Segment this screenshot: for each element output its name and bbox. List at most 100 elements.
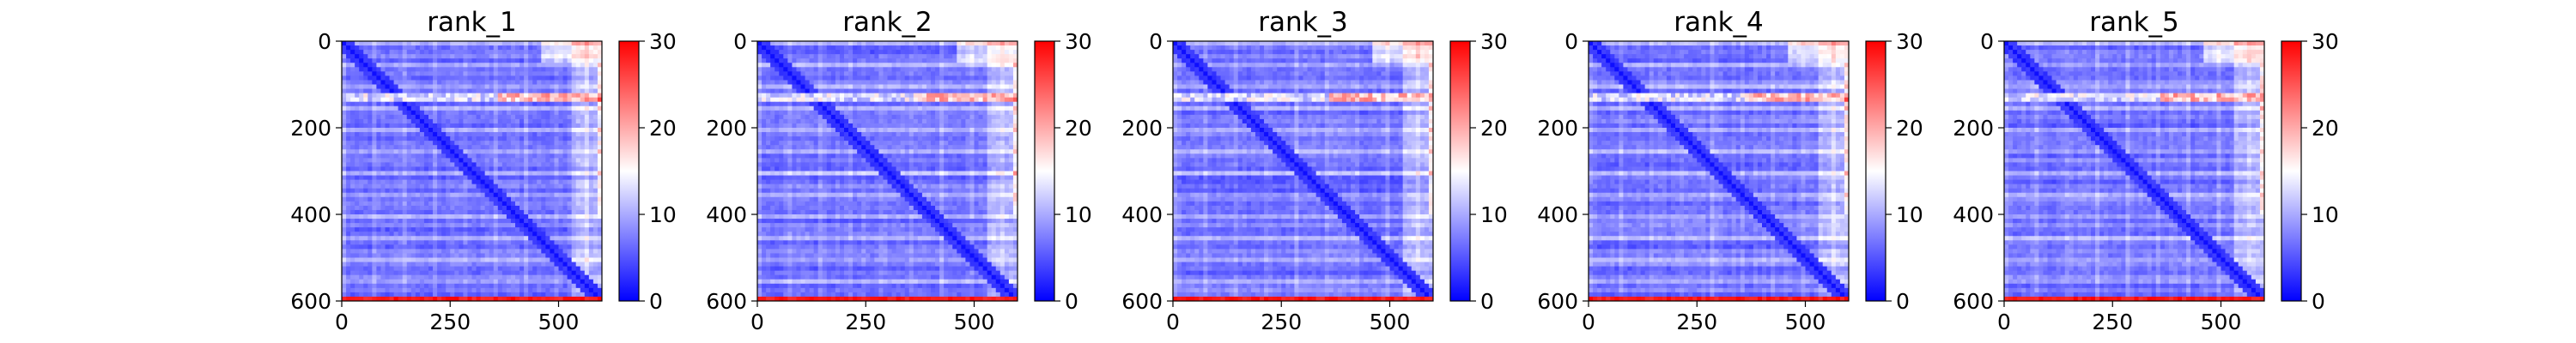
heatmap-cell	[402, 223, 408, 228]
heatmap-cell	[874, 50, 879, 55]
heatmap-cell	[406, 179, 412, 185]
heatmap-cell	[597, 205, 603, 211]
heatmap-cell	[900, 123, 906, 129]
heatmap-cell	[826, 67, 832, 72]
heatmap-cell	[978, 93, 983, 99]
heatmap-cell	[476, 184, 481, 190]
heatmap-cell	[506, 110, 512, 116]
heatmap-cell	[805, 80, 810, 85]
heatmap-cell	[532, 279, 538, 285]
heatmap-cell	[592, 201, 598, 207]
heatmap-cell	[506, 105, 512, 111]
heatmap-cell	[515, 132, 520, 137]
heatmap-cell	[350, 153, 355, 159]
heatmap-cell	[961, 128, 966, 133]
heatmap-cell	[562, 93, 568, 99]
heatmap-cell	[393, 158, 399, 163]
heatmap-cell	[350, 266, 355, 272]
heatmap-cell	[537, 41, 542, 46]
heatmap-cell	[762, 71, 767, 76]
heatmap-cell	[588, 266, 594, 272]
heatmap-cell	[921, 93, 927, 99]
heatmap-cell	[428, 179, 434, 185]
heatmap-cell	[908, 123, 914, 129]
heatmap-cell	[550, 209, 555, 215]
heatmap-cell	[389, 266, 394, 272]
heatmap-cell	[480, 145, 486, 150]
heatmap-cell	[471, 283, 477, 289]
heatmap-cell	[515, 93, 520, 99]
heatmap-cell	[480, 184, 486, 190]
heatmap-cell	[359, 75, 364, 81]
heatmap-cell	[346, 45, 351, 51]
heatmap-cell	[839, 80, 845, 85]
heatmap-cell	[588, 184, 594, 190]
heatmap-cell	[433, 257, 438, 262]
heatmap-cell	[580, 54, 586, 59]
heatmap-cell	[497, 236, 503, 241]
heatmap-cell	[428, 240, 434, 245]
heatmap-cell	[796, 63, 801, 68]
heatmap-cell	[437, 209, 442, 215]
heatmap-cell	[506, 50, 512, 55]
heatmap-cell	[350, 88, 355, 93]
heatmap-cell	[588, 67, 594, 72]
heatmap-cell	[861, 132, 866, 137]
heatmap-cell	[463, 141, 468, 146]
heatmap-cell	[796, 128, 801, 133]
heatmap-cell	[376, 67, 381, 72]
heatmap-cell	[355, 253, 360, 258]
heatmap-cell	[489, 45, 495, 51]
heatmap-cell	[537, 45, 542, 51]
heatmap-cell	[809, 58, 815, 63]
heatmap-cell	[1004, 71, 1010, 76]
heatmap-cell	[493, 141, 499, 146]
heatmap-cell	[437, 114, 442, 120]
heatmap-cell	[501, 270, 507, 276]
heatmap-cell	[1004, 105, 1010, 111]
heatmap-cell	[762, 58, 767, 63]
heatmap-cell	[939, 84, 945, 89]
heatmap-cell	[965, 54, 970, 59]
heatmap-cell	[406, 141, 412, 146]
heatmap-cell	[342, 118, 347, 124]
heatmap-cell	[419, 63, 425, 68]
heatmap-cell	[410, 192, 416, 198]
heatmap-cell	[537, 114, 542, 120]
heatmap-cell	[541, 149, 546, 154]
heatmap-cell	[376, 184, 381, 190]
heatmap-cell	[467, 257, 472, 262]
heatmap-cell	[402, 84, 408, 89]
heatmap-cell	[433, 132, 438, 137]
heatmap-cell	[433, 266, 438, 272]
heatmap-cell	[380, 41, 386, 46]
heatmap-cell	[935, 123, 940, 129]
heatmap-cell	[883, 75, 888, 81]
heatmap-cell	[376, 201, 381, 207]
heatmap-cell	[441, 209, 447, 215]
heatmap-cell	[896, 105, 902, 111]
heatmap-cell	[580, 232, 586, 237]
heatmap-cell	[580, 205, 586, 211]
heatmap-cell	[545, 71, 550, 76]
heatmap-cell	[363, 110, 368, 116]
heatmap-cell	[592, 97, 598, 103]
heatmap-cell	[372, 171, 377, 176]
heatmap-cell	[467, 227, 472, 232]
heatmap-cell	[567, 141, 573, 146]
heatmap-cell	[402, 132, 408, 137]
heatmap-cell	[537, 50, 542, 55]
heatmap-cell	[415, 240, 421, 245]
heatmap-cell	[874, 80, 879, 85]
heatmap-cell	[817, 132, 823, 137]
heatmap-cell	[406, 153, 412, 159]
heatmap-cell	[342, 209, 347, 215]
heatmap-cell	[454, 175, 459, 180]
heatmap-cell	[913, 101, 919, 107]
heatmap-cell	[355, 266, 360, 272]
heatmap-cell	[398, 101, 404, 107]
heatmap-cell	[428, 128, 434, 133]
heatmap-cell	[489, 84, 495, 89]
heatmap-cell	[588, 88, 594, 93]
heatmap-cell	[467, 171, 472, 176]
